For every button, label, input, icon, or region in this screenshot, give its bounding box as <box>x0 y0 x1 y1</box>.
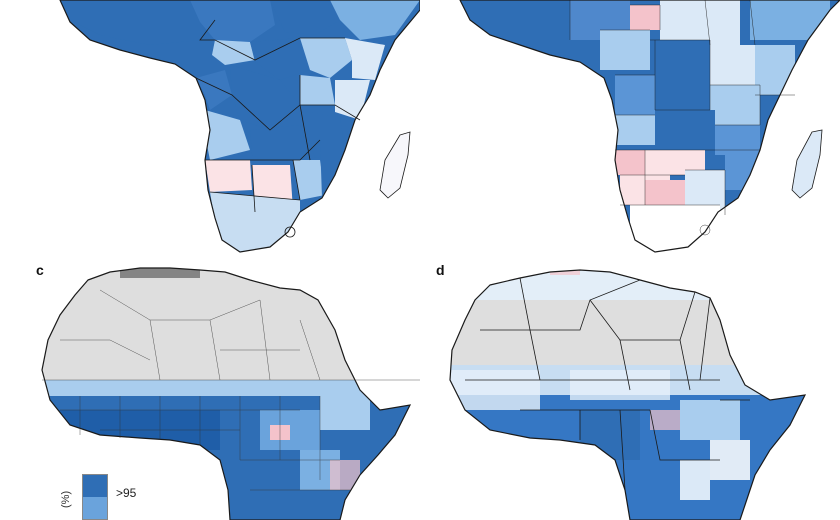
map-panel-a <box>0 0 420 258</box>
africa-map-d <box>449 269 807 520</box>
africa-map-b <box>459 0 840 253</box>
legend-max-label: >95 <box>116 486 137 500</box>
panel-letter-c: c <box>36 262 44 278</box>
africa-map-a <box>59 0 420 253</box>
legend-swatch-mid <box>83 497 107 519</box>
legend-axis-label: (%) <box>60 490 72 508</box>
map-panel-d <box>420 260 840 520</box>
panel-letter-d: d <box>436 262 445 278</box>
map-panel-b <box>420 0 840 258</box>
color-legend: (%) >95 <box>60 472 150 520</box>
legend-color-bar <box>82 474 108 520</box>
legend-swatch-high <box>83 475 107 497</box>
